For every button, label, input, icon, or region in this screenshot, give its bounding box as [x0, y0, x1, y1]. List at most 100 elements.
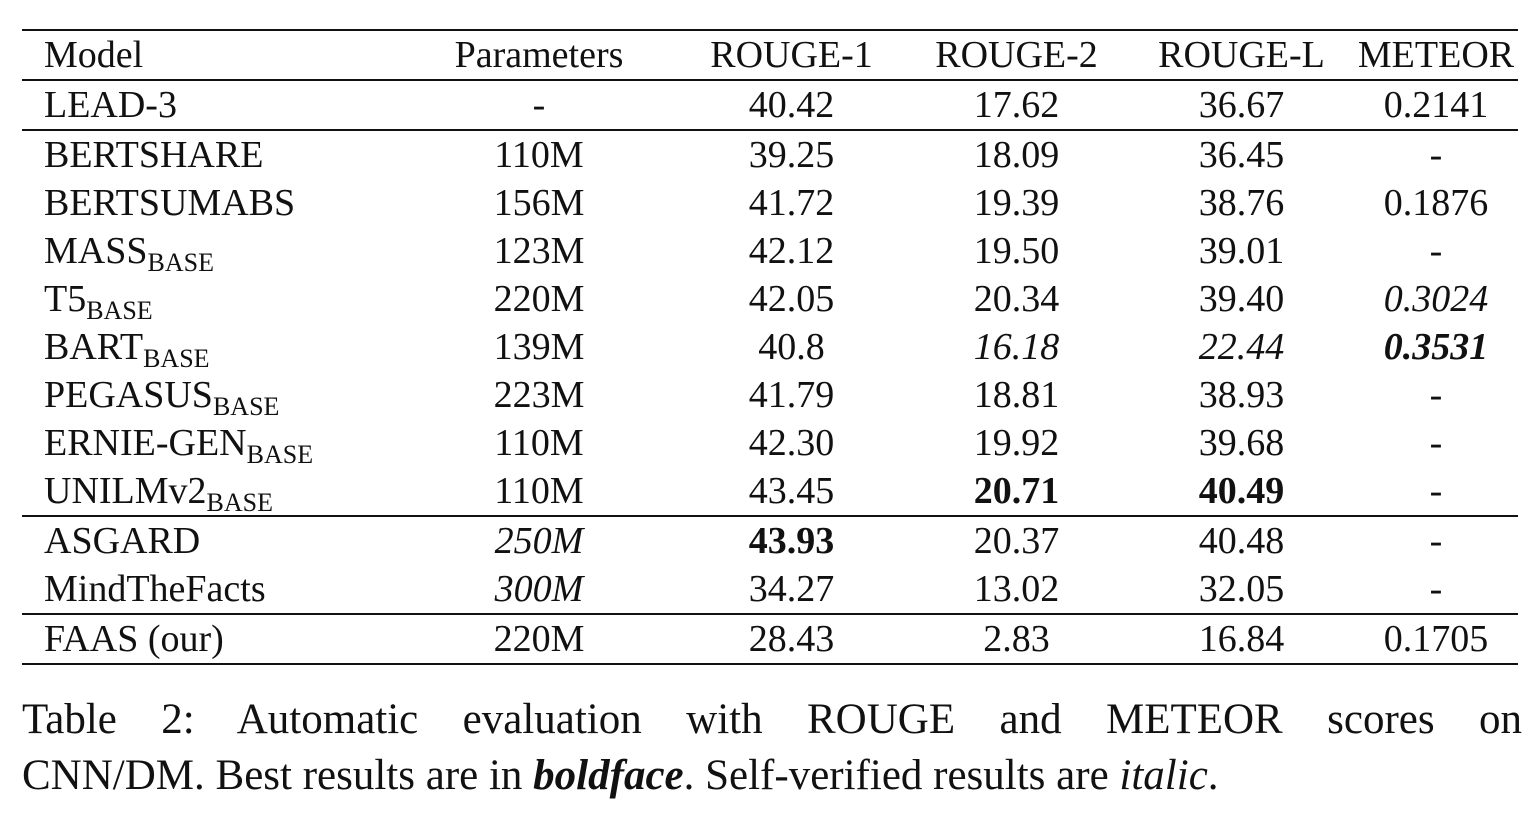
params-cell: 139M — [493, 326, 585, 368]
rouge-l-cell-best: 40.49 — [1198, 470, 1285, 512]
model-name: BERTSHARE — [44, 134, 264, 176]
model-name: MindTheFacts — [44, 568, 266, 610]
table-row: MASSBASE 123M 42.12 19.50 39.01 - — [22, 227, 1518, 276]
table-header: Model Parameters ROUGE-1 ROUGE-2 ROUGE-L… — [22, 30, 1518, 80]
rouge-2-cell: 18.09 — [973, 134, 1060, 176]
rouge-1-cell: 40.42 — [748, 84, 835, 126]
params-cell: 123M — [493, 230, 585, 272]
model-name-cell: LEAD-3 — [22, 80, 399, 130]
table-body: LEAD-3 - 40.42 17.62 36.67 0.2141 BERTSH… — [22, 80, 1518, 664]
rouge-l-cell: 38.93 — [1198, 374, 1285, 416]
rouge-l-cell-self-verified: 22.44 — [1198, 326, 1285, 368]
rouge-l-cell: 16.84 — [1198, 618, 1285, 660]
model-subscript: BASE — [143, 344, 210, 373]
meteor-cell: - — [1429, 568, 1443, 610]
results-table: Model Parameters ROUGE-1 ROUGE-2 ROUGE-L… — [22, 29, 1518, 665]
params-cell: 156M — [493, 182, 585, 224]
rouge-l-cell: 32.05 — [1198, 568, 1285, 610]
params-cell: 110M — [494, 134, 584, 176]
rouge-l-cell: 38.76 — [1198, 182, 1285, 224]
rouge-1-cell: 40.8 — [758, 326, 825, 368]
model-name: BART — [44, 326, 144, 368]
header-meteor: METEOR — [1357, 34, 1515, 76]
params-cell: 110M — [494, 422, 584, 464]
caption-line-2: CNN/DM. Best results are in boldface. Se… — [22, 748, 1522, 804]
rouge-1-cell: 28.43 — [748, 618, 835, 660]
rouge-1-cell-best: 43.93 — [748, 520, 835, 562]
header-rouge-2: ROUGE-2 — [935, 34, 1098, 76]
rouge-2-cell: 2.83 — [983, 618, 1050, 660]
rouge-l-cell: 36.67 — [1198, 84, 1285, 126]
rouge-2-cell: 17.62 — [973, 84, 1060, 126]
model-name: FAAS (our) — [44, 618, 224, 660]
meteor-cell: - — [1429, 520, 1443, 562]
model-name-cell: UNILMv2BASE — [22, 467, 399, 516]
table-row: PEGASUSBASE 223M 41.79 18.81 38.93 - — [22, 371, 1518, 421]
rouge-2-cell: 19.92 — [973, 422, 1060, 464]
model-name: BERTSUMABS — [44, 182, 296, 224]
caption-line-1: Table 2: Automatic evaluation with ROUGE… — [22, 696, 1522, 743]
model-subscript: BASE — [206, 488, 274, 517]
model-name-cell: BERTSHARE — [22, 130, 399, 179]
table-row: ERNIE-GENBASE 110M 42.30 19.92 39.68 - — [22, 419, 1518, 469]
meteor-cell: 0.1876 — [1383, 182, 1489, 224]
rouge-1-cell: 39.25 — [748, 134, 835, 176]
caption-text: CNN/DM. Best results are in — [22, 752, 534, 799]
rouge-1-cell: 42.30 — [748, 422, 835, 464]
header-row: Model Parameters ROUGE-1 ROUGE-2 ROUGE-L… — [22, 30, 1518, 80]
rouge-2-cell: 20.37 — [973, 520, 1060, 562]
rouge-1-cell: 41.72 — [748, 182, 835, 224]
meteor-cell: - — [1429, 470, 1443, 512]
caption-italic: italic — [1119, 752, 1208, 799]
meteor-cell: - — [1429, 422, 1443, 464]
params-cell: - — [532, 84, 546, 126]
rouge-l-cell: 39.68 — [1198, 422, 1285, 464]
rouge-1-cell: 43.45 — [748, 470, 835, 512]
rouge-2-cell: 18.81 — [973, 374, 1060, 416]
header-rouge-1: ROUGE-1 — [710, 34, 873, 76]
model-name: PEGASUS — [44, 374, 213, 416]
model-subscript: BASE — [86, 296, 153, 325]
model-name: ERNIE-GEN — [44, 422, 247, 464]
model-name: LEAD-3 — [44, 84, 177, 126]
caption-text: . — [1207, 752, 1219, 799]
model-name: MASS — [44, 230, 148, 272]
rouge-1-cell: 34.27 — [748, 568, 835, 610]
rouge-2-cell: 13.02 — [973, 568, 1060, 610]
meteor-cell: - — [1429, 230, 1443, 272]
table-row: BERTSUMABS 156M 41.72 19.39 38.76 0.1876 — [22, 179, 1518, 227]
params-cell: 223M — [493, 374, 585, 416]
table-row: FAAS (our) 220M 28.43 2.83 16.84 0.1705 — [22, 614, 1518, 664]
table-row: BARTBASE 139M 40.8 16.18 22.44 0.3531 — [22, 323, 1518, 373]
rouge-2-cell-best: 20.71 — [973, 470, 1060, 512]
params-cell-self-verified: 300M — [494, 568, 584, 610]
header-rouge-l: ROUGE-L — [1158, 34, 1325, 76]
rouge-1-cell: 42.05 — [748, 278, 835, 320]
rouge-2-cell: 20.34 — [973, 278, 1060, 320]
table-row: MindTheFacts 300M 34.27 13.02 32.05 - — [22, 565, 1518, 614]
rouge-2-cell-self-verified: 16.18 — [973, 326, 1060, 368]
rouge-l-cell: 40.48 — [1198, 520, 1285, 562]
params-cell-self-verified: 250M — [494, 520, 584, 562]
table-row: LEAD-3 - 40.42 17.62 36.67 0.2141 — [22, 80, 1518, 130]
rouge-l-cell: 36.45 — [1198, 134, 1285, 176]
model-subscript: BASE — [246, 440, 314, 469]
caption-text: . Self-verified results are — [683, 752, 1120, 799]
model-name-cell: MindTheFacts — [22, 565, 399, 614]
model-name-cell: ASGARD — [22, 516, 399, 565]
model-name-cell: MASSBASE — [22, 227, 399, 276]
table-row: T5BASE 220M 42.05 20.34 39.40 0.3024 — [22, 275, 1518, 325]
rouge-l-cell: 39.40 — [1198, 278, 1285, 320]
model-name: T5 — [44, 278, 87, 320]
table-row: BERTSHARE 110M 39.25 18.09 36.45 - — [22, 130, 1518, 179]
rouge-l-cell: 39.01 — [1198, 230, 1285, 272]
table-row: ASGARD 250M 43.93 20.37 40.48 - — [22, 516, 1518, 565]
table-row: UNILMv2BASE 110M 43.45 20.71 40.49 - — [22, 467, 1518, 516]
model-name-cell: ERNIE-GENBASE — [22, 419, 399, 469]
model-subscript: BASE — [212, 392, 280, 421]
rouge-1-cell: 42.12 — [748, 230, 835, 272]
caption-boldface: boldface — [533, 752, 684, 799]
rouge-1-cell: 41.79 — [748, 374, 835, 416]
rouge-2-cell: 19.50 — [973, 230, 1060, 272]
table-caption: Table 2: Automatic evaluation with ROUGE… — [22, 692, 1522, 804]
